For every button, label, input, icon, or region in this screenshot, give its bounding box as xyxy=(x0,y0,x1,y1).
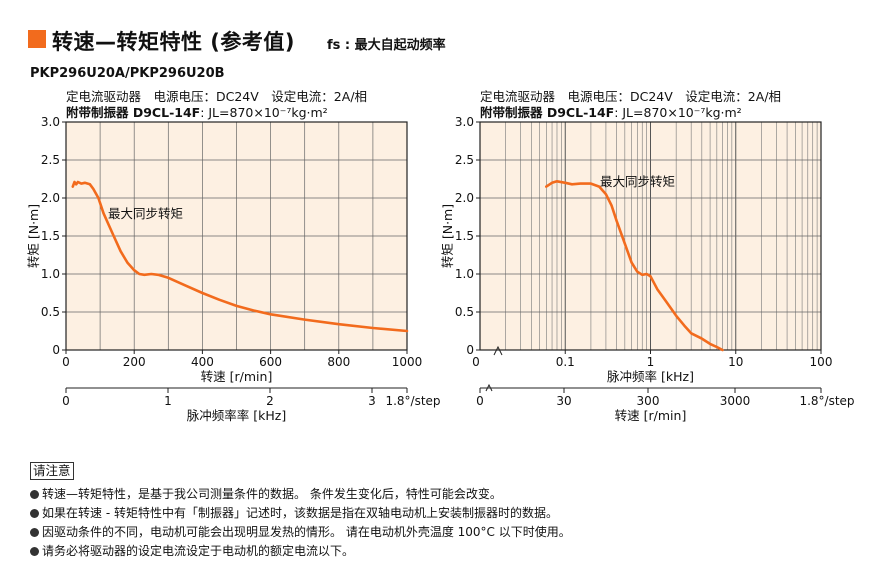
x-tick-label: 200 xyxy=(123,355,146,369)
secondary-tick-label: 0 xyxy=(62,394,70,408)
x-tick-label: 1000 xyxy=(392,355,423,369)
x-tick-label: 1 xyxy=(647,355,655,369)
note-item: 请务必将驱动器的设定电流设定于电动机的额定电流以下。 xyxy=(30,542,354,559)
secondary-tick-label: 30 xyxy=(556,394,571,408)
y-tick-label: 0.5 xyxy=(455,305,474,319)
model-label: PKP296U20A/PKP296U20B xyxy=(30,66,225,81)
x-axis-label: 脉冲频率 [kHz] xyxy=(607,369,694,384)
notes-heading: 请注意 xyxy=(30,462,74,480)
page-subtitle: fs : 最大自起动频率 xyxy=(327,38,446,53)
page-title: 转速—转矩特性 (参考值) xyxy=(52,30,296,54)
secondary-unit-note: 1.8°/step xyxy=(385,394,440,408)
y-tick-label: 1.5 xyxy=(455,229,474,243)
conditions-right-line1: 定电流驱动器 电源电压：DC24V 设定电流：2A/相 xyxy=(480,89,782,104)
y-tick-label: 3.0 xyxy=(455,115,474,129)
x-tick-label: 0.1 xyxy=(556,355,575,369)
damper-label: 附带制振器 D9CL-14F xyxy=(480,105,615,120)
y-axis-label: 转矩 [N·m] xyxy=(440,204,455,268)
secondary-tick-label: 300 xyxy=(637,394,660,408)
secondary-tick-label: 3 xyxy=(368,394,376,408)
y-tick-label: 2.5 xyxy=(41,153,60,167)
y-tick-label: 0.5 xyxy=(41,305,60,319)
secondary-tick-label: 3000 xyxy=(720,394,751,408)
damper-label: 附带制振器 D9CL-14F xyxy=(66,105,201,120)
y-axis-label: 转矩 [N·m] xyxy=(26,204,41,268)
bullet-icon xyxy=(30,490,39,499)
bullet-icon xyxy=(30,528,39,537)
inertia-label: : JL=870×10⁻⁷kg·m² xyxy=(200,105,328,120)
y-tick-label: 2.0 xyxy=(41,191,60,205)
note-item: 转速—转矩特性，是基于我公司测量条件的数据。 条件发生变化后，特性可能会改变。 xyxy=(30,485,502,502)
y-tick-label: 2.5 xyxy=(455,153,474,167)
y-tick-label: 0 xyxy=(52,343,60,357)
secondary-tick-label: 1 xyxy=(164,394,172,408)
secondary-axis-label: 转速 [r/min] xyxy=(615,408,687,423)
x-tick-label: 100 xyxy=(810,355,833,369)
axis-break xyxy=(485,383,493,392)
y-tick-label: 3.0 xyxy=(41,115,60,129)
series-line xyxy=(545,180,724,352)
x-tick-label: 10 xyxy=(728,355,743,369)
axis-break xyxy=(493,345,503,356)
note-item: 因驱动条件的不同，电动机可能会出现明显发热的情形。 请在电动机外壳温度 100°… xyxy=(30,523,571,540)
series-line xyxy=(71,180,409,333)
bullet-icon xyxy=(30,547,39,556)
secondary-tick-label: 0 xyxy=(476,394,484,408)
note-text: 请务必将驱动器的设定电流设定于电动机的额定电流以下。 xyxy=(42,544,355,558)
note-text: 如果在转速 - 转矩特性中有「制振器」记述时，该数据是指在双轴电动机上安装制振器… xyxy=(42,506,558,520)
y-tick-label: 0 xyxy=(466,343,474,357)
y-tick-label: 1.5 xyxy=(41,229,60,243)
conditions-right-line2: 附带制振器 D9CL-14F: JL=870×10⁻⁷kg·m² xyxy=(480,102,742,121)
note-text: 因驱动条件的不同，电动机可能会出现明显发热的情形。 请在电动机外壳温度 100°… xyxy=(42,525,571,539)
note-item: 如果在转速 - 转矩特性中有「制振器」记述时，该数据是指在双轴电动机上安装制振器… xyxy=(30,504,558,521)
y-tick-label: 1.0 xyxy=(455,267,474,281)
x-tick-label: 0 xyxy=(62,355,70,369)
x-tick-label: 800 xyxy=(327,355,350,369)
y-tick-label: 1.0 xyxy=(41,267,60,281)
secondary-unit-note: 1.8°/step xyxy=(799,394,854,408)
conditions-left-line1: 定电流驱动器 电源电压：DC24V 设定电流：2A/相 xyxy=(66,89,368,104)
x-axis-label: 转速 [r/min] xyxy=(201,369,273,384)
secondary-tick-label: 2 xyxy=(266,394,274,408)
secondary-axis-label: 脉冲频率率 [kHz] xyxy=(187,408,286,423)
series-annotation: 最大同步转矩 xyxy=(600,174,675,189)
note-text: 转速—转矩特性，是基于我公司测量条件的数据。 条件发生变化后，特性可能会改变。 xyxy=(42,487,502,501)
y-tick-label: 2.0 xyxy=(455,191,474,205)
x-tick-label: 600 xyxy=(259,355,282,369)
conditions-left-line2: 附带制振器 D9CL-14F: JL=870×10⁻⁷kg·m² xyxy=(66,102,328,121)
series-annotation: 最大同步转矩 xyxy=(108,206,183,221)
x-tick-label: 0 xyxy=(472,355,480,369)
title-marker xyxy=(28,30,46,48)
x-tick-label: 400 xyxy=(191,355,214,369)
inertia-label: : JL=870×10⁻⁷kg·m² xyxy=(614,105,742,120)
bullet-icon xyxy=(30,509,39,518)
